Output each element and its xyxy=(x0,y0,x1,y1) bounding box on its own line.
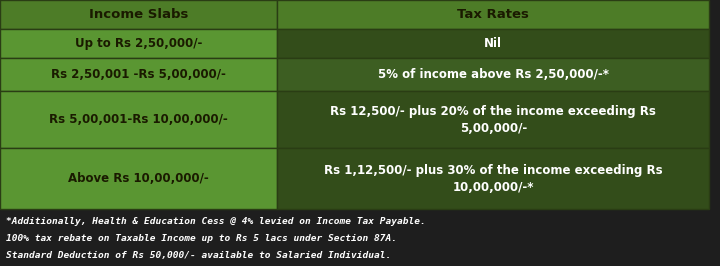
Text: *Additionally, Health & Education Cess @ 4% levied on Income Tax Payable.: *Additionally, Health & Education Cess @… xyxy=(6,217,426,226)
Text: Standard Deduction of Rs 50,000/- available to Salaried Individual.: Standard Deduction of Rs 50,000/- availa… xyxy=(6,251,391,260)
Bar xyxy=(0,59,277,91)
Text: Rs 5,00,001-Rs 10,00,000/-: Rs 5,00,001-Rs 10,00,000/- xyxy=(49,113,228,126)
Text: Above Rs 10,00,000/-: Above Rs 10,00,000/- xyxy=(68,172,209,185)
Bar xyxy=(0,0,277,29)
Bar xyxy=(277,148,709,209)
Bar xyxy=(277,29,709,59)
Text: Up to Rs 2,50,000/-: Up to Rs 2,50,000/- xyxy=(75,37,202,50)
Text: 5% of income above Rs 2,50,000/-*: 5% of income above Rs 2,50,000/-* xyxy=(378,68,608,81)
Text: Rs 12,500/- plus 20% of the income exceeding Rs
5,00,000/-: Rs 12,500/- plus 20% of the income excee… xyxy=(330,105,656,135)
Text: Tax Rates: Tax Rates xyxy=(457,8,529,21)
Bar xyxy=(0,91,277,148)
Bar xyxy=(0,148,277,209)
Text: Rs 1,12,500/- plus 30% of the income exceeding Rs
10,00,000/-*: Rs 1,12,500/- plus 30% of the income exc… xyxy=(324,164,662,194)
Text: Income Slabs: Income Slabs xyxy=(89,8,189,21)
Text: Rs 2,50,001 -Rs 5,00,000/-: Rs 2,50,001 -Rs 5,00,000/- xyxy=(51,68,226,81)
Bar xyxy=(0,29,277,59)
Bar xyxy=(277,91,709,148)
Text: Nil: Nil xyxy=(485,37,503,50)
Bar xyxy=(277,0,709,29)
Bar xyxy=(277,59,709,91)
Text: 100% tax rebate on Taxable Income up to Rs 5 lacs under Section 87A.: 100% tax rebate on Taxable Income up to … xyxy=(6,234,397,243)
